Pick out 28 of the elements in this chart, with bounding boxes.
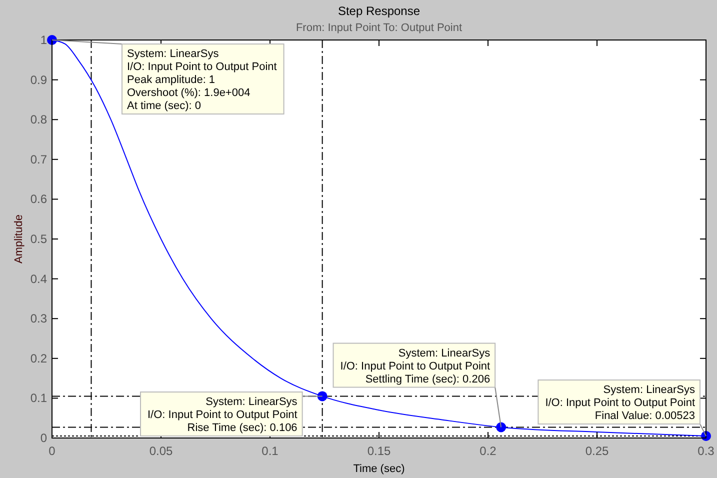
y-tick-label: 0.7 <box>30 152 48 166</box>
y-tick-label: 0.5 <box>30 232 48 246</box>
x-tick-label: 0 <box>48 444 56 458</box>
y-tick-label: 0.3 <box>30 312 48 326</box>
x-axis-title: Time (sec) <box>353 463 405 475</box>
x-tick-label: 0.25 <box>585 444 609 458</box>
y-tick-label: 0.2 <box>30 351 48 366</box>
y-tick-label: 0.4 <box>30 272 48 286</box>
annotation: System: LinearSys I/O: Input Point to Output Point Settling Time (sec): 0.206 <box>340 347 491 386</box>
point <box>496 422 506 432</box>
point <box>317 391 328 402</box>
x-tick-label: 0.1 <box>262 444 279 458</box>
x-tick-label: 0.3 <box>698 444 715 458</box>
y-tick-label: 0 <box>40 431 48 445</box>
x-tick-label: 0.15 <box>367 444 391 458</box>
y-tick-label: 0.9 <box>30 72 48 87</box>
y-tick-label: 0.6 <box>30 192 48 206</box>
annotation: System: LinearSys I/O: Input Point to Output Point Final Value: 0.00523 <box>545 384 696 422</box>
y-tick-label: 1 <box>40 33 48 47</box>
y-tick-label: 0.1 <box>30 391 48 406</box>
chart-title: Step Response <box>338 4 420 18</box>
chart-subtitle: From: Input Point To: Output Point <box>296 22 462 34</box>
annotation: System: LinearSys I/O: Input Point to Output Point Rise Time (sec): 0.106 <box>148 396 298 434</box>
x-tick-label: 0.05 <box>149 444 173 458</box>
y-axis-title: Amplitude <box>13 214 25 264</box>
y-tick-label: 0.8 <box>30 112 48 127</box>
annotation: System: LinearSys I/O: Input Point to Output Point Peak amplitude: 1 Overshoot (%): 1.9e+004 At time (sec): 0 <box>127 48 277 112</box>
x-tick-label: 0.2 <box>480 444 497 458</box>
